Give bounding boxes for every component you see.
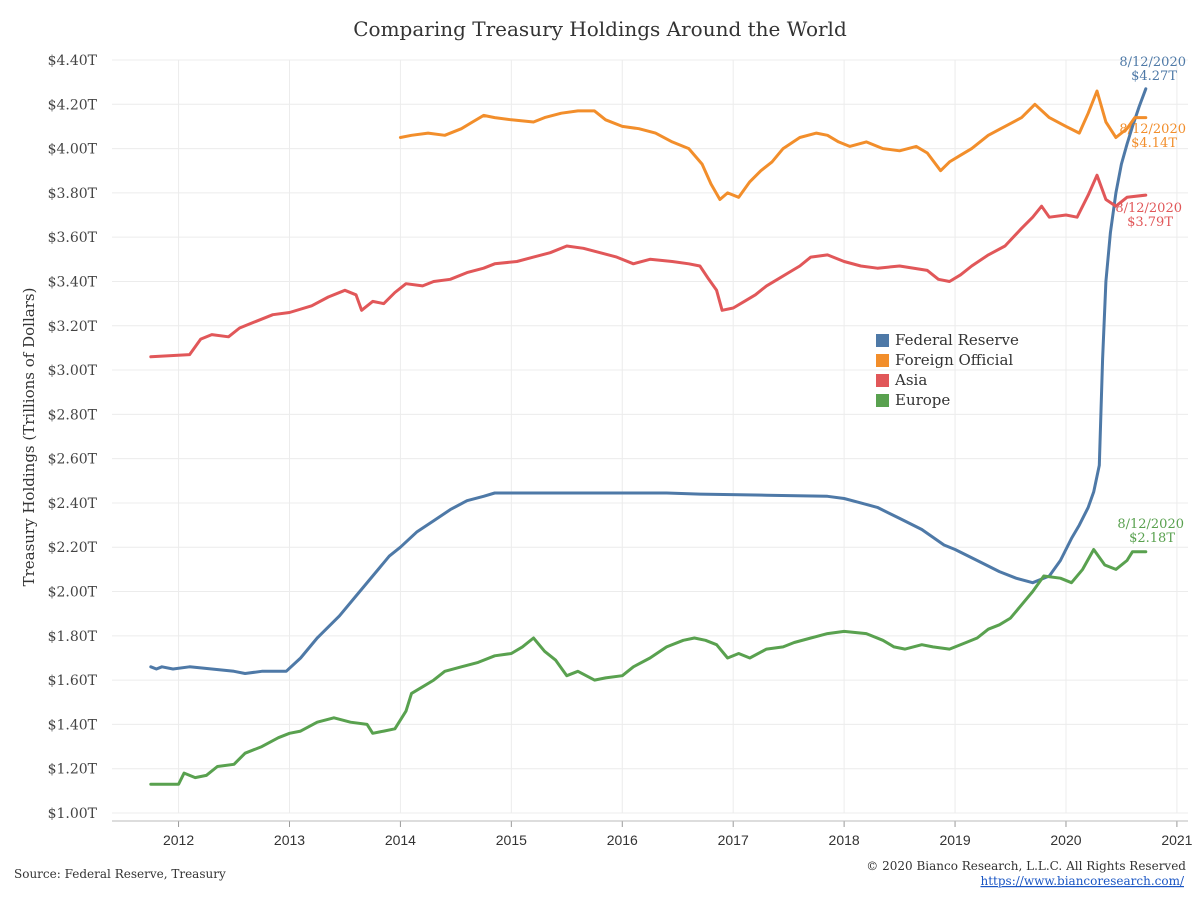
x-tick-label: 2017 bbox=[718, 832, 749, 848]
x-tick-label: 2020 bbox=[1050, 832, 1081, 848]
legend-label: Europe bbox=[895, 391, 950, 409]
y-tick-label: $3.60T bbox=[48, 230, 98, 246]
website-link[interactable]: https://www.biancoresearch.com/ bbox=[980, 874, 1184, 888]
y-tick-label: $1.80T bbox=[48, 629, 98, 645]
x-tick-label: 2016 bbox=[607, 832, 638, 848]
y-tick-label: $2.80T bbox=[48, 407, 98, 423]
annotation-date: 8/12/2020 bbox=[1119, 122, 1186, 137]
x-axis: 2012 2013 2014 2015 2016 2017 2018 2019 2020 2021 bbox=[112, 820, 1193, 848]
x-tick-label: 2015 bbox=[496, 832, 527, 848]
y-tick-label: $1.40T bbox=[48, 717, 98, 733]
end-value-annotations: 8/12/2020$4.27T8/12/2020$4.14T8/12/2020$… bbox=[1115, 55, 1186, 546]
y-tick-label: $2.60T bbox=[48, 452, 98, 468]
annotation-value: $4.14T bbox=[1131, 136, 1177, 151]
series-line-europe bbox=[149, 548, 1148, 786]
chart-title: Comparing Treasury Holdings Around the W… bbox=[353, 17, 847, 41]
series-lines bbox=[149, 87, 1148, 786]
y-tick-label: $2.00T bbox=[48, 585, 98, 601]
legend-label: Asia bbox=[894, 371, 927, 389]
series-line-foreign-official bbox=[398, 89, 1148, 201]
y-tick-label: $3.00T bbox=[48, 363, 98, 379]
y-tick-label: $1.00T bbox=[48, 806, 98, 822]
annotation-date: 8/12/2020 bbox=[1119, 55, 1186, 70]
y-axis: $1.00T $1.20T $1.40T $1.60T $1.80T $2.00T $2.2… bbox=[48, 53, 98, 822]
x-tick-label: 2021 bbox=[1161, 832, 1192, 848]
y-tick-label: $3.40T bbox=[48, 274, 98, 290]
legend-swatch bbox=[876, 354, 889, 367]
legend-swatch bbox=[876, 394, 889, 407]
y-tick-label: $1.60T bbox=[48, 673, 98, 689]
legend-label: Foreign Official bbox=[895, 351, 1013, 369]
annotation-date: 8/12/2020 bbox=[1117, 517, 1184, 532]
copyright-note: © 2020 Bianco Research, L.L.C. All Right… bbox=[866, 859, 1186, 873]
y-axis-label: Treasury Holdings (Trillions of Dollars) bbox=[20, 288, 38, 587]
x-tick-label: 2012 bbox=[163, 832, 194, 848]
annotation-value: $2.18T bbox=[1129, 531, 1175, 546]
legend-swatch bbox=[876, 374, 889, 387]
annotation-date: 8/12/2020 bbox=[1115, 201, 1182, 216]
y-tick-label: $1.20T bbox=[48, 762, 98, 778]
series-line-asia bbox=[149, 173, 1148, 359]
y-tick-label: $4.20T bbox=[48, 97, 98, 113]
legend-label: Federal Reserve bbox=[895, 331, 1019, 349]
x-tick-label: 2013 bbox=[274, 832, 305, 848]
x-tick-label: 2019 bbox=[939, 832, 970, 848]
x-tick-label: 2018 bbox=[829, 832, 860, 848]
x-tick-label: 2014 bbox=[385, 832, 416, 848]
series-line-federal-reserve bbox=[149, 87, 1148, 675]
legend: Federal Reserve Foreign Official Asia Europ… bbox=[876, 331, 1019, 409]
y-tick-label: $3.20T bbox=[48, 319, 98, 335]
y-tick-label: $2.20T bbox=[48, 540, 98, 556]
source-note: Source: Federal Reserve, Treasury bbox=[14, 867, 226, 881]
gridlines bbox=[112, 59, 1188, 814]
y-tick-label: $3.80T bbox=[48, 186, 98, 202]
annotation-value: $4.27T bbox=[1131, 69, 1177, 84]
y-tick-label: $2.40T bbox=[48, 496, 98, 512]
y-tick-label: $4.00T bbox=[48, 142, 98, 158]
annotation-value: $3.79T bbox=[1127, 215, 1173, 230]
legend-swatch bbox=[876, 334, 889, 347]
y-tick-label: $4.40T bbox=[48, 53, 98, 69]
